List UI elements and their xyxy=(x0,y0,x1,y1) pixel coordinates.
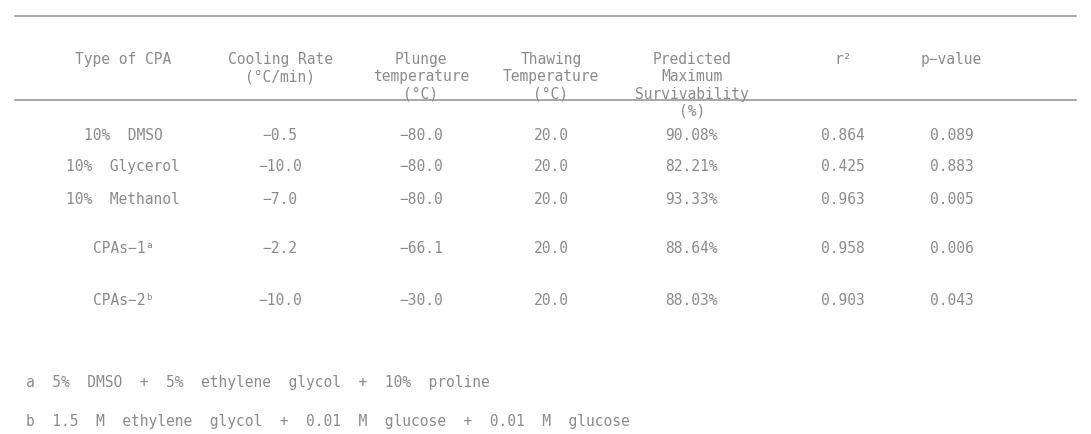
Text: 0.963: 0.963 xyxy=(822,191,865,206)
Text: −30.0: −30.0 xyxy=(399,293,443,308)
Text: −2.2: −2.2 xyxy=(263,240,298,255)
Text: 0.903: 0.903 xyxy=(822,293,865,308)
Text: 93.33%: 93.33% xyxy=(666,191,718,206)
Text: a  5%  DMSO  +  5%  ethylene  glycol  +  10%  proline: a 5% DMSO + 5% ethylene glycol + 10% pro… xyxy=(26,374,490,389)
Text: 82.21%: 82.21% xyxy=(666,158,718,174)
Text: 0.958: 0.958 xyxy=(822,240,865,255)
Text: −80.0: −80.0 xyxy=(399,128,443,142)
Text: r²: r² xyxy=(835,52,852,66)
Text: 10%  Glycerol: 10% Glycerol xyxy=(67,158,180,174)
Text: 0.864: 0.864 xyxy=(822,128,865,142)
Text: 20.0: 20.0 xyxy=(533,293,568,308)
Text: 10%  DMSO: 10% DMSO xyxy=(84,128,163,142)
Text: 20.0: 20.0 xyxy=(533,158,568,174)
Text: 90.08%: 90.08% xyxy=(666,128,718,142)
Text: Thawing
Temperature
(°C): Thawing Temperature (°C) xyxy=(503,52,599,101)
Text: CPAs−2ᵇ: CPAs−2ᵇ xyxy=(93,293,154,308)
Text: 20.0: 20.0 xyxy=(533,128,568,142)
Text: −0.5: −0.5 xyxy=(263,128,298,142)
Text: Plunge
temperature
(°C): Plunge temperature (°C) xyxy=(373,52,469,101)
Text: 88.64%: 88.64% xyxy=(666,240,718,255)
Text: −7.0: −7.0 xyxy=(263,191,298,206)
Text: Predicted
Maximum
Survivability
(%): Predicted Maximum Survivability (%) xyxy=(635,52,748,118)
Text: Cooling Rate
(°C/min): Cooling Rate (°C/min) xyxy=(228,52,333,84)
Text: −10.0: −10.0 xyxy=(259,293,302,308)
Text: 88.03%: 88.03% xyxy=(666,293,718,308)
Text: −10.0: −10.0 xyxy=(259,158,302,174)
Text: Type of CPA: Type of CPA xyxy=(75,52,171,66)
Text: 20.0: 20.0 xyxy=(533,240,568,255)
Text: 0.089: 0.089 xyxy=(930,128,973,142)
Text: CPAs−1ᵃ: CPAs−1ᵃ xyxy=(93,240,154,255)
Text: −80.0: −80.0 xyxy=(399,158,443,174)
Text: b  1.5  M  ethylene  glycol  +  0.01  M  glucose  +  0.01  M  glucose: b 1.5 M ethylene glycol + 0.01 M glucose… xyxy=(26,413,630,428)
Text: 0.425: 0.425 xyxy=(822,158,865,174)
Text: 10%  Methanol: 10% Methanol xyxy=(67,191,180,206)
Text: 0.006: 0.006 xyxy=(930,240,973,255)
Text: 0.005: 0.005 xyxy=(930,191,973,206)
Text: 0.043: 0.043 xyxy=(930,293,973,308)
Text: 0.883: 0.883 xyxy=(930,158,973,174)
Text: −66.1: −66.1 xyxy=(399,240,443,255)
Text: 20.0: 20.0 xyxy=(533,191,568,206)
Text: p−value: p−value xyxy=(921,52,982,66)
Text: −80.0: −80.0 xyxy=(399,191,443,206)
